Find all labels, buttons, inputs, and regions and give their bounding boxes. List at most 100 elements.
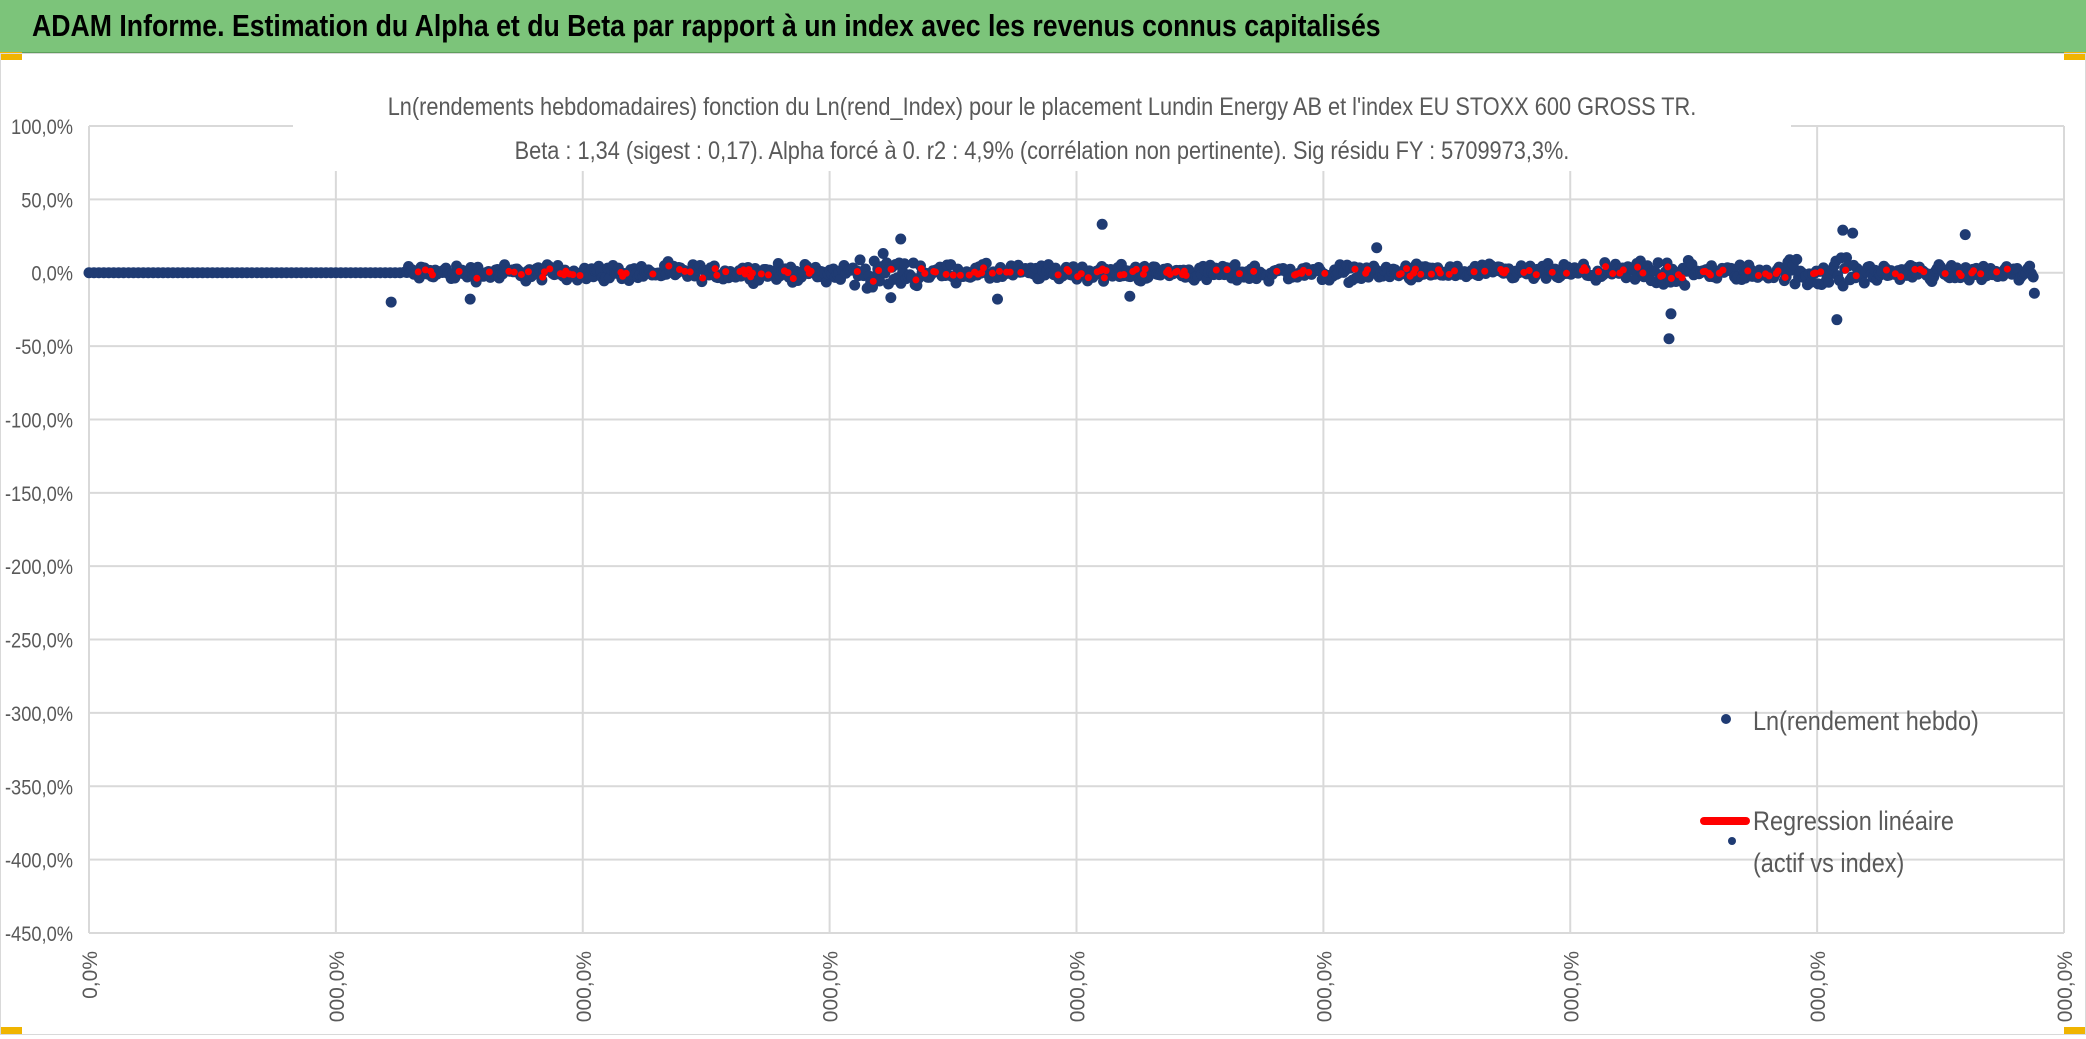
- regression-point: [517, 270, 525, 278]
- chart-title-backdrop: [293, 85, 1791, 171]
- regression-point: [789, 274, 797, 282]
- regression-point: [1065, 267, 1073, 275]
- regression-point: [1470, 268, 1478, 276]
- x-tick-label: 000,0%: [326, 951, 349, 1022]
- corner-accent-bottom-right: [2064, 1027, 2086, 1035]
- regression-point: [1765, 272, 1773, 280]
- data-point-outlier: [1124, 290, 1136, 302]
- regression-point: [1077, 270, 1085, 278]
- regression-point: [1852, 272, 1860, 280]
- regression-point: [510, 268, 518, 276]
- regression-point: [1781, 273, 1789, 281]
- regression-point: [524, 268, 532, 276]
- chart-title-block: Ln(rendements hebdomadaires) fonction du…: [293, 85, 1791, 171]
- regression-point: [1582, 266, 1590, 274]
- regression-point: [622, 269, 630, 277]
- regression-point: [887, 265, 895, 273]
- regression-point: [988, 269, 996, 277]
- series-points: [83, 218, 2040, 345]
- data-point: [1858, 277, 1870, 289]
- report-title: ADAM Informe. Estimation du Alpha et du …: [32, 8, 1381, 43]
- regression-point: [1250, 267, 1258, 275]
- regression-point: [1602, 263, 1610, 271]
- regression-point: [1132, 265, 1140, 273]
- regression-point: [1842, 266, 1850, 274]
- data-point-outlier: [885, 292, 897, 304]
- data-point-outlier: [464, 293, 476, 305]
- regression-point: [681, 267, 689, 275]
- data-point: [1837, 280, 1849, 292]
- regression-point: [764, 271, 772, 279]
- y-tick-label: 0,0%: [31, 263, 73, 286]
- regression-point: [1166, 270, 1174, 278]
- regression-point: [576, 272, 584, 280]
- data-point-outlier: [1096, 218, 1108, 230]
- regression-point: [649, 270, 657, 278]
- data-point-outlier: [385, 296, 397, 308]
- regression-point: [1182, 271, 1190, 279]
- regression-point: [1084, 274, 1092, 282]
- y-tick-label: -100,0%: [5, 409, 73, 432]
- regression-point: [1445, 270, 1453, 278]
- regression-point: [1532, 271, 1540, 279]
- regression-point: [699, 274, 707, 282]
- x-tick-label: 000,0%: [820, 951, 843, 1022]
- regression-point: [1321, 269, 1329, 277]
- regression-point: [1891, 270, 1899, 278]
- data-point-outlier: [1371, 242, 1383, 254]
- regression-point: [1562, 269, 1570, 277]
- regression-point: [1619, 266, 1627, 274]
- chart-title-line2: Beta : 1,34 (sigest : 0,17). Alpha forcé…: [515, 137, 1570, 165]
- x-tick-label: 000,0%: [573, 951, 596, 1022]
- regression-point: [1223, 266, 1231, 274]
- regression-point: [931, 268, 939, 276]
- x-tick-label: 0,0%: [79, 951, 102, 999]
- data-point: [1791, 253, 1803, 265]
- y-tick-label: -450,0%: [5, 923, 73, 946]
- data-point-outlier: [895, 233, 907, 245]
- regression-point: [1639, 269, 1647, 277]
- regression-point: [1957, 272, 1965, 280]
- regression-point: [1451, 267, 1459, 275]
- legend: Ln(rendement hebdo) Regression linéaire …: [1700, 707, 1979, 879]
- data-point: [877, 247, 889, 259]
- regression-point: [921, 269, 929, 277]
- regression-point: [956, 271, 964, 279]
- regression-point: [807, 267, 815, 275]
- x-tick-label: 000,0%: [1560, 951, 1583, 1022]
- data-point: [854, 254, 866, 266]
- regression-point: [1235, 270, 1243, 278]
- regression-point: [1882, 266, 1890, 274]
- regression-point: [414, 268, 422, 276]
- regression-point: [1993, 268, 2001, 276]
- legend-marker-regression-dot: [1728, 837, 1736, 845]
- regression-point: [995, 267, 1003, 275]
- regression-point: [421, 266, 429, 274]
- legend-label-regression-line2: (actif vs index): [1753, 849, 1904, 879]
- y-tick-label: 50,0%: [21, 189, 73, 212]
- regression-point: [1351, 265, 1359, 273]
- grid-layer: [88, 125, 2065, 934]
- legend-label-regression: Regression linéaire (actif vs index): [1753, 807, 1961, 879]
- regression-point: [455, 267, 463, 275]
- y-tick-label: -150,0%: [5, 483, 73, 506]
- regression-point: [1417, 270, 1425, 278]
- legend-label-regression-line1: Regression linéaire: [1753, 807, 1954, 837]
- y-tick-label: -350,0%: [5, 776, 73, 799]
- regression-point: [1658, 272, 1666, 280]
- regression-point: [853, 268, 861, 276]
- regression-point: [1502, 266, 1510, 274]
- chart-title-line1: Ln(rendements hebdomadaires) fonction du…: [388, 93, 1697, 121]
- data-point-outlier: [1831, 314, 1843, 326]
- regression-point: [1634, 263, 1642, 271]
- regression-point: [784, 269, 792, 277]
- regression-point: [1548, 268, 1556, 276]
- regression-point: [1941, 270, 1949, 278]
- regression-point: [949, 271, 957, 279]
- x-tick-label: 000,0%: [2054, 951, 2077, 1022]
- report-header: ADAM Informe. Estimation du Alpha et du …: [0, 0, 2086, 53]
- data-point-outlier: [2028, 287, 2040, 299]
- y-tick-label: -400,0%: [5, 849, 73, 872]
- regression-point: [1678, 274, 1686, 282]
